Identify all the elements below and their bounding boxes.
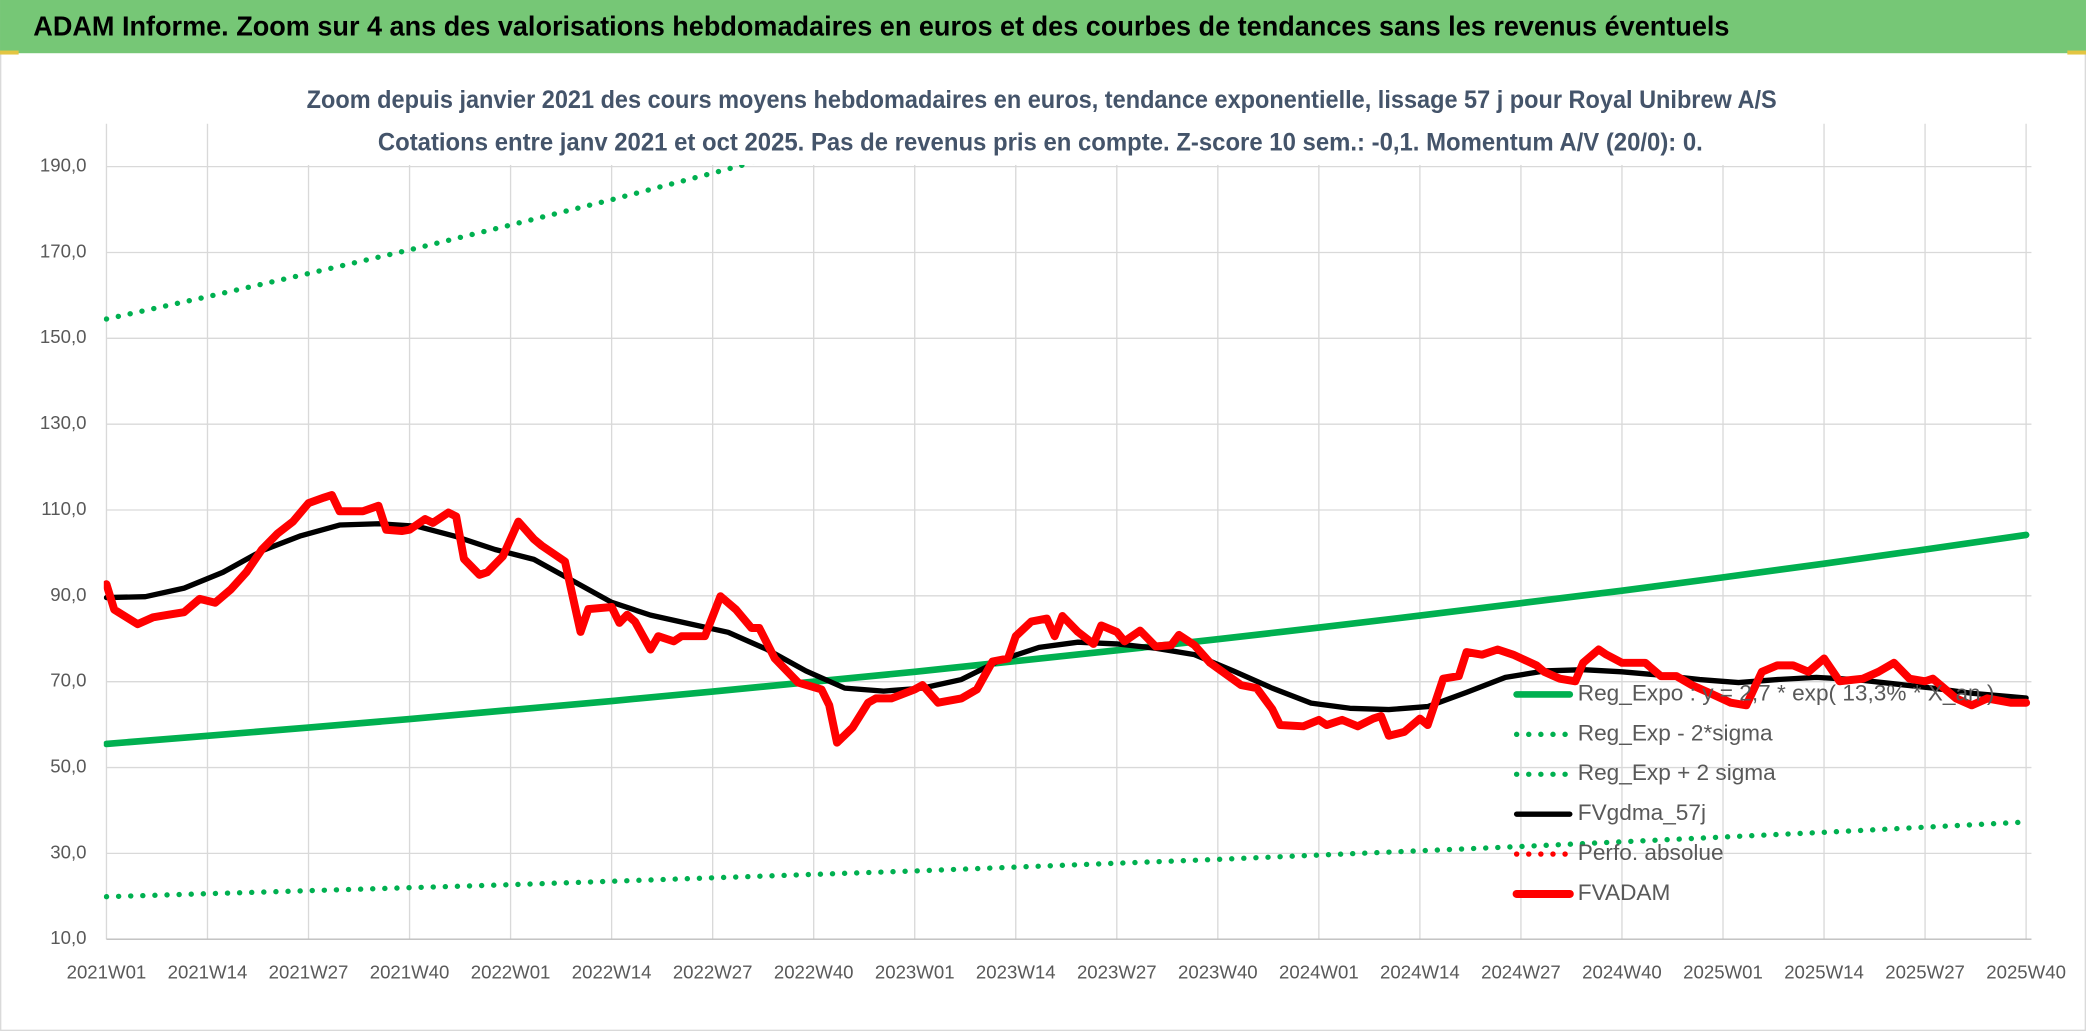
x-tick-label: 2023W01 xyxy=(875,962,955,983)
legend-label: Reg_Exp - 2*sigma xyxy=(1578,720,1773,745)
x-tick-label: 2024W01 xyxy=(1279,962,1359,983)
x-tick-label: 2025W27 xyxy=(1885,962,1965,983)
subtitle: Cotations entre janv 2021 et oct 2025. P… xyxy=(378,128,1703,156)
y-tick-label: 130,0 xyxy=(40,412,87,433)
x-tick-label: 2023W14 xyxy=(976,962,1056,983)
title-banner xyxy=(0,0,2086,54)
y-tick-label: 70,0 xyxy=(50,670,86,691)
x-tick-label: 2023W40 xyxy=(1178,962,1258,983)
x-tick-label: 2023W27 xyxy=(1077,962,1157,983)
x-tick-label: 2024W40 xyxy=(1582,962,1662,983)
banner-corner xyxy=(0,50,19,55)
series-line xyxy=(103,490,2031,747)
x-tick-label: 2025W40 xyxy=(1986,962,2066,983)
y-tick-label: 110,0 xyxy=(41,498,86,519)
y-tick-label: 150,0 xyxy=(40,326,87,347)
subtitle-box xyxy=(299,77,1783,165)
x-tick-label: 2021W40 xyxy=(370,962,450,983)
y-tick-label: 50,0 xyxy=(50,755,86,776)
legend-label: Reg_Expo : y = 2,7 * exp( 13,3% * X_an ) xyxy=(1578,680,1995,705)
x-tick-label: 2022W40 xyxy=(774,962,854,983)
legend-label: FVADAM xyxy=(1578,880,1671,905)
legend-label: Perfo. absolue xyxy=(1578,840,1724,865)
subtitle: Zoom depuis janvier 2021 des cours moyen… xyxy=(307,86,1777,114)
x-tick-label: 2022W27 xyxy=(673,962,753,983)
x-tick-label: 2021W01 xyxy=(67,962,147,983)
x-tick-label: 2025W01 xyxy=(1683,962,1763,983)
banner-corner xyxy=(2067,50,2086,55)
x-tick-label: 2021W14 xyxy=(168,962,248,983)
y-tick-label: 10,0 xyxy=(50,927,86,948)
y-tick-label: 30,0 xyxy=(50,841,86,862)
legend-label: FVgdma_57j xyxy=(1578,800,1706,825)
series-line xyxy=(103,531,2030,748)
y-tick-label: 170,0 xyxy=(40,240,87,261)
x-tick-label: 2022W14 xyxy=(572,962,652,983)
x-tick-label: 2021W27 xyxy=(269,962,349,983)
chart-title: ADAM Informe. Zoom sur 4 ans des valoris… xyxy=(33,10,1729,41)
x-tick-label: 2025W14 xyxy=(1784,962,1864,983)
x-tick-label: 2024W14 xyxy=(1380,962,1460,983)
x-tick-label: 2022W01 xyxy=(471,962,551,983)
series-layer xyxy=(103,123,2031,900)
series-line xyxy=(103,123,904,322)
y-tick-label: 90,0 xyxy=(50,584,86,605)
grid: 10,0 30,0 50,0 70,0 90,0 110,0 130,0 150,0 170,0… xyxy=(40,123,2066,983)
legend-label: Reg_Exp + 2 sigma xyxy=(1578,760,1776,785)
x-tick-label: 2024W27 xyxy=(1481,962,1561,983)
legend: Reg_Expo : y = 2,7 * exp( 13,3% * X_an )… xyxy=(1512,680,1995,905)
series-line xyxy=(103,521,2029,713)
y-tick-label: 190,0 xyxy=(40,155,87,176)
